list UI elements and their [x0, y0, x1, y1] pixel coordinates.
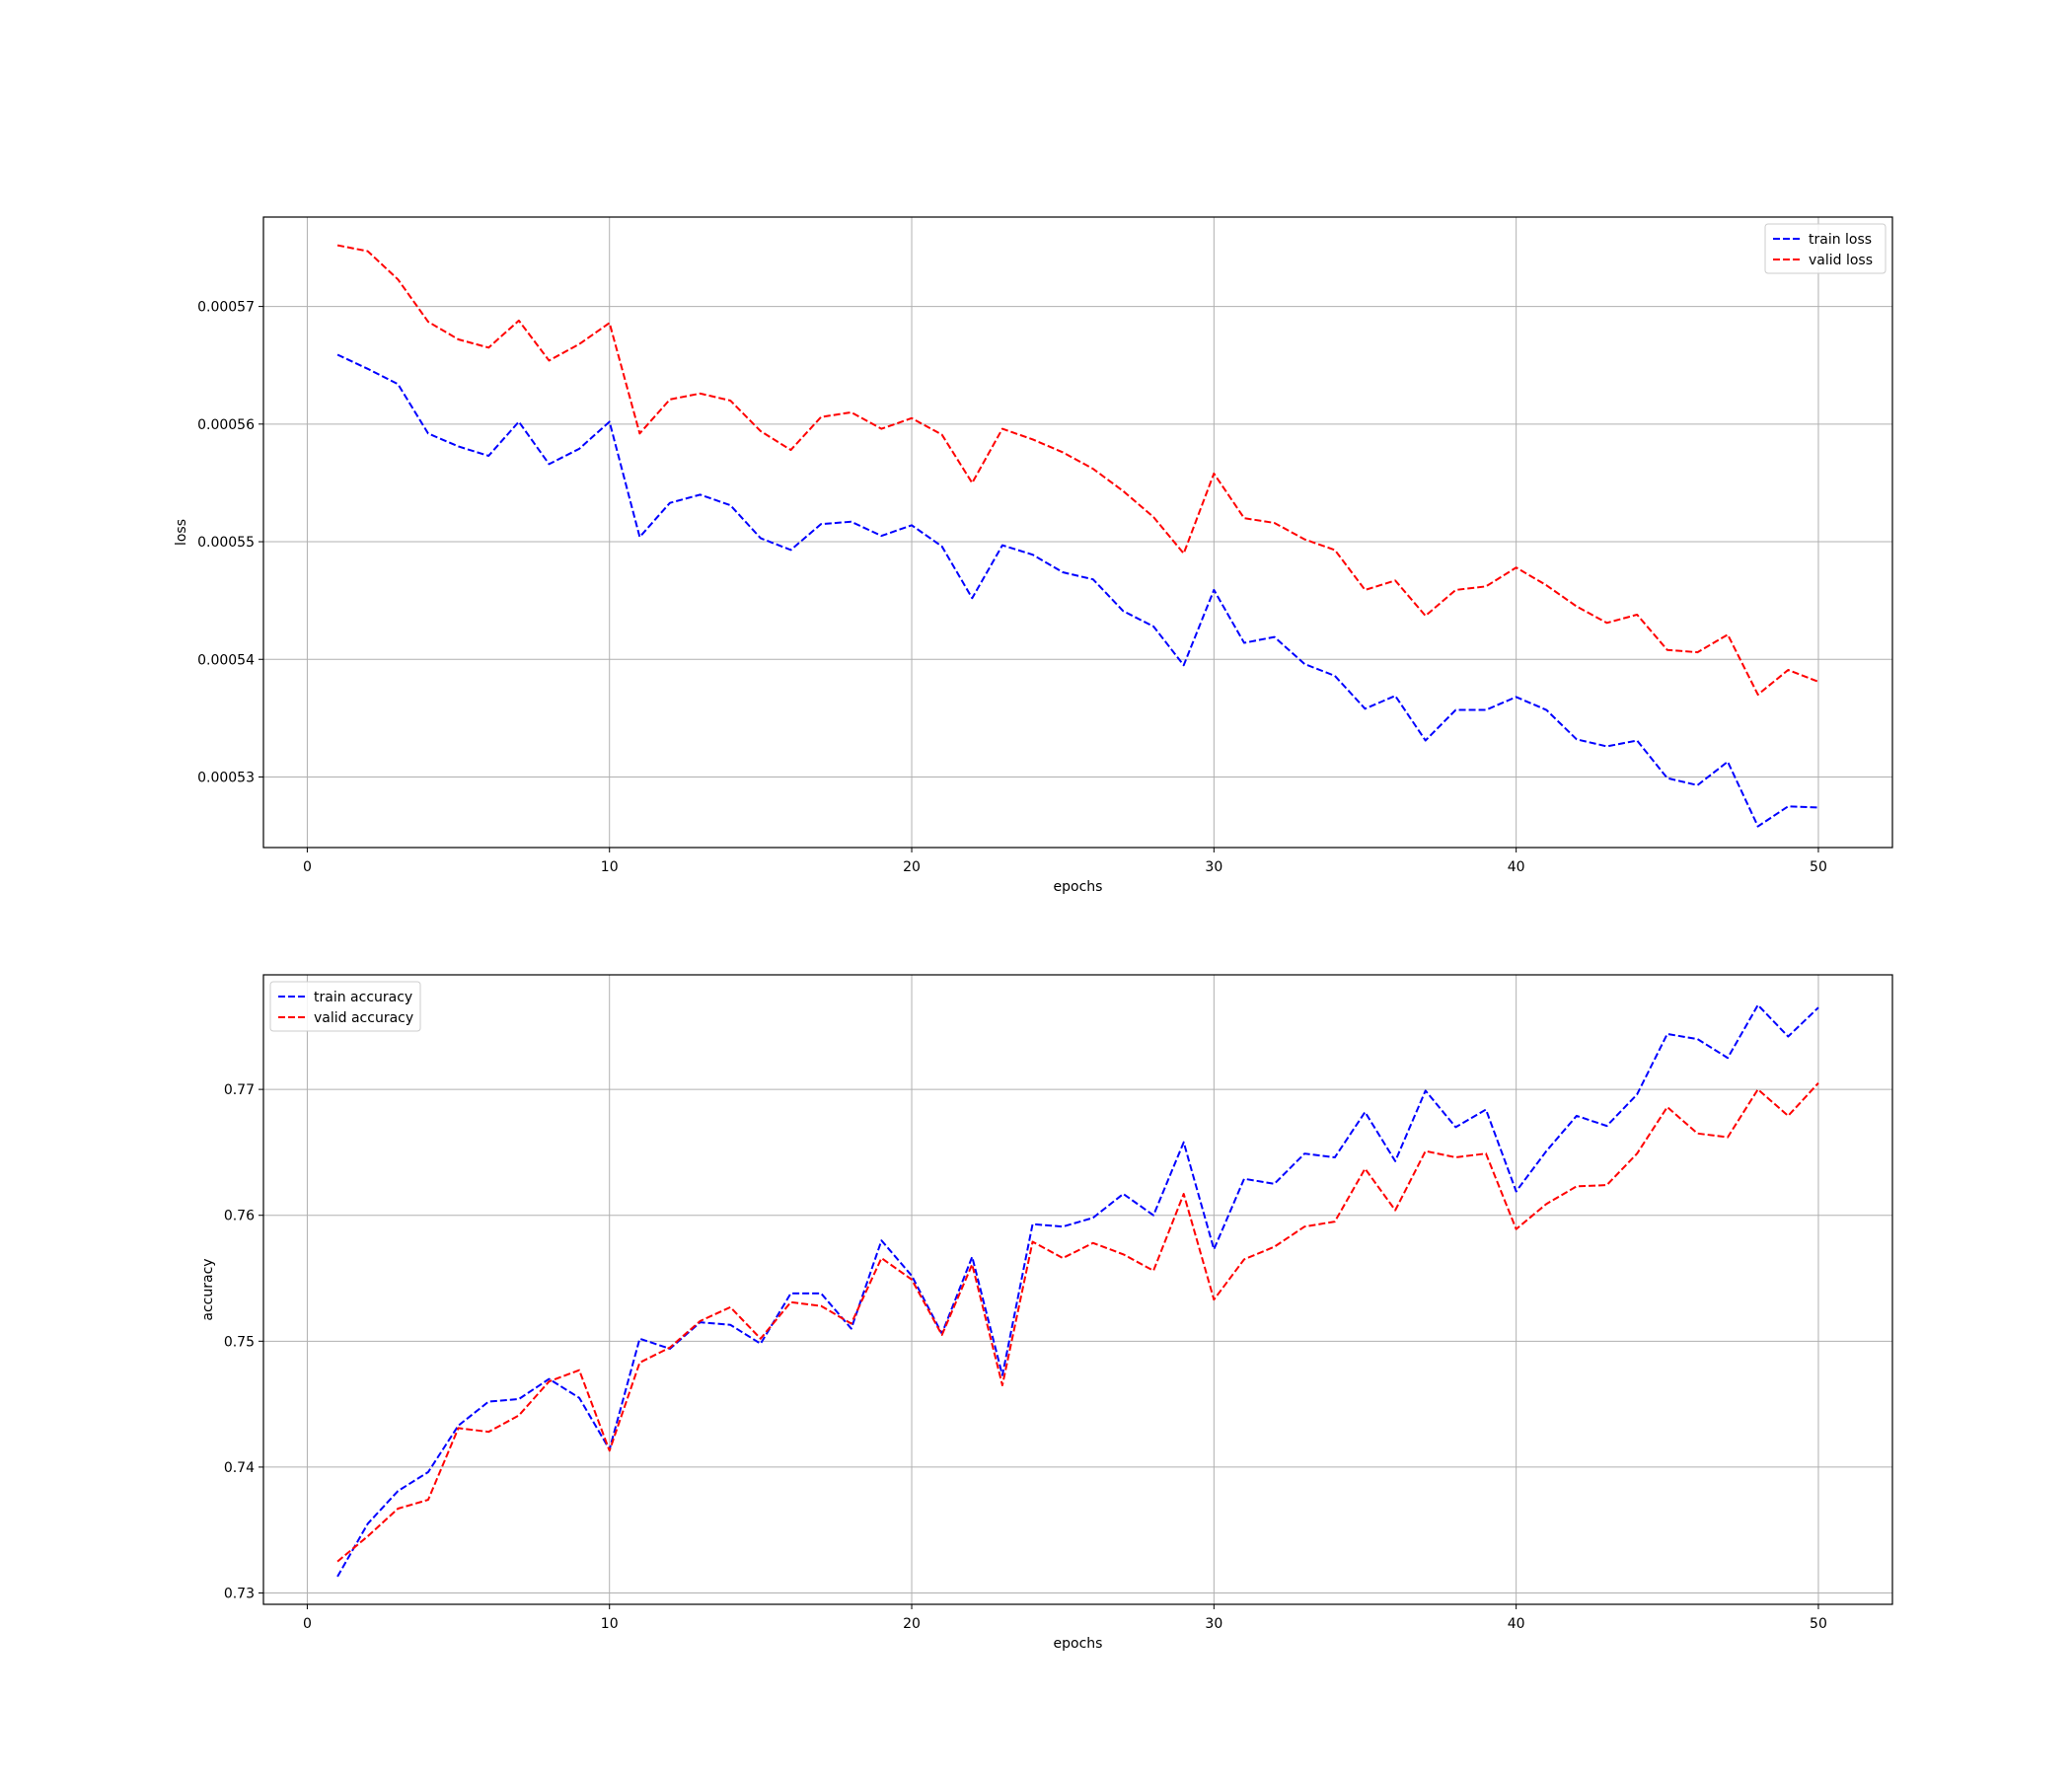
series-line-train-loss: [336, 353, 1818, 828]
x-axis-label: epochs: [1054, 1636, 1103, 1652]
legend-label: valid loss: [1809, 253, 1873, 268]
legend-box: [1764, 223, 1887, 274]
series-line-valid-loss: [336, 244, 1819, 697]
x-tick-label: 30: [1205, 1616, 1222, 1632]
y-tick-label: 0.73: [224, 1587, 255, 1602]
y-tick-label: 0.00055: [197, 535, 255, 551]
x-tick-label: 0: [303, 859, 312, 875]
y-axis-label: loss: [174, 519, 189, 546]
x-tick-label: 50: [1810, 1616, 1827, 1632]
x-tick-label: 0: [303, 1616, 312, 1632]
plot-frame: [262, 216, 1893, 849]
y-tick-label: 0.00054: [197, 652, 255, 668]
x-tick-label: 50: [1810, 859, 1827, 875]
chart-1: 0 10 20 30 40 50 0.00053 0.00054 0.00055 0.00056 0…: [174, 216, 1893, 895]
series-line-valid-accuracy: [336, 1082, 1819, 1563]
y-tick-label: 0.77: [224, 1082, 255, 1098]
x-axis-label: epochs: [1054, 879, 1103, 895]
x-tick-label: 20: [903, 859, 921, 875]
chart-2: 0 10 20 30 40 50 0.73 0.74 0.75 0.76 0.77 epochs acc…: [200, 974, 1893, 1652]
plot-frame: [262, 974, 1893, 1605]
y-tick-label: 0.76: [224, 1209, 255, 1224]
y-tick-label: 0.74: [224, 1460, 255, 1476]
x-tick-label: 20: [903, 1616, 921, 1632]
legend-label: train accuracy: [314, 990, 412, 1005]
y-axis-label: accuracy: [200, 1258, 216, 1320]
y-tick-label: 0.00057: [197, 300, 255, 316]
legend: train loss valid loss: [1764, 223, 1887, 274]
y-tick-label: 0.00056: [197, 417, 255, 433]
x-tick-label: 10: [601, 1616, 619, 1632]
y-tick-label: 0.00053: [197, 770, 255, 785]
legend-label: valid accuracy: [314, 1010, 413, 1026]
x-tick-label: 30: [1205, 859, 1222, 875]
x-tick-label: 40: [1508, 1616, 1525, 1632]
legend-box: [269, 981, 421, 1032]
x-tick-label: 10: [601, 859, 619, 875]
series-line-train-accuracy: [336, 1003, 1819, 1578]
legend: train accuracy valid accuracy: [269, 981, 421, 1032]
y-tick-label: 0.75: [224, 1334, 255, 1350]
legend-label: train loss: [1809, 232, 1872, 248]
x-tick-label: 40: [1508, 859, 1525, 875]
